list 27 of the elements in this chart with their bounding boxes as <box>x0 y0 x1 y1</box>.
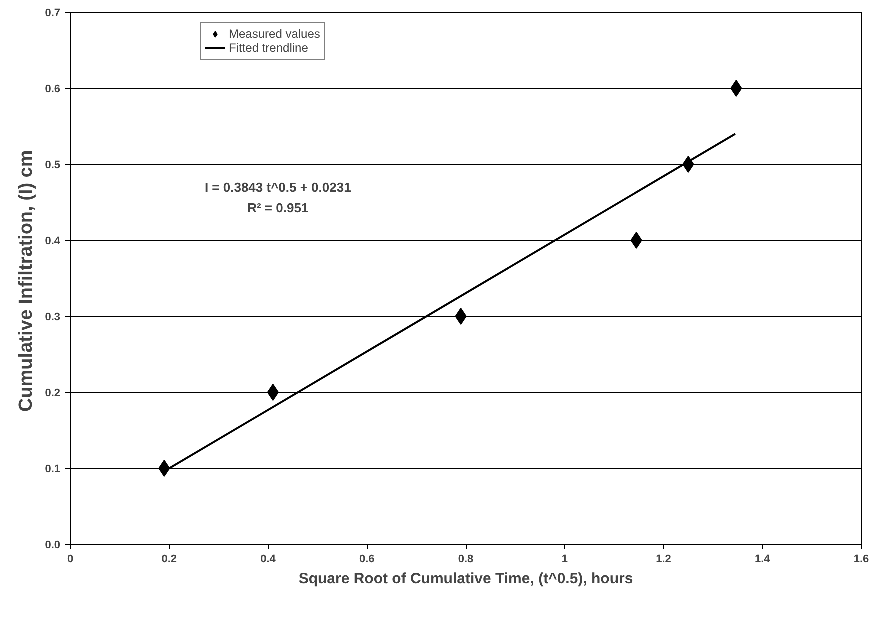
x-axis-title: Square Root of Cumulative Time, (t^0.5), hours <box>298 570 634 588</box>
point <box>455 308 467 325</box>
y-tick-label: 0.0 <box>45 540 61 552</box>
x-tick-label: 1.4 <box>754 554 772 566</box>
y-tick-label: 0.2 <box>45 388 61 400</box>
x-tick-label: 0 <box>67 554 74 566</box>
y-tick-label: 0.4 <box>45 236 62 248</box>
point <box>730 80 742 97</box>
y-tick-label: 0.6 <box>45 84 61 96</box>
annotation: R² = 0.951 <box>248 200 309 216</box>
x-tick-label: 0.2 <box>162 554 178 566</box>
point <box>630 232 642 249</box>
legend-label: Fitted trendline <box>229 41 308 55</box>
x-tick-label: 0.4 <box>260 554 277 566</box>
y-tick-label: 0.5 <box>45 160 61 172</box>
y-tick-label: 0.1 <box>45 464 61 476</box>
x-tick-label: 0.6 <box>359 554 375 566</box>
y-tick-label: 0.3 <box>45 312 61 324</box>
x-tick-label: 1.2 <box>656 554 672 566</box>
x-tick-label: 1 <box>562 554 568 566</box>
y-axis-title: Cumulative Infiltration, (I) cm <box>16 150 38 412</box>
annotation: I = 0.3843 t^0.5 + 0.0231 <box>204 180 352 195</box>
x-tick-label: 0.8 <box>458 554 474 566</box>
x-tick-label: 1.6 <box>854 554 870 566</box>
point <box>267 384 280 401</box>
y-tick-label: 0.7 <box>45 8 61 20</box>
legend-label: Measured values <box>229 27 320 41</box>
